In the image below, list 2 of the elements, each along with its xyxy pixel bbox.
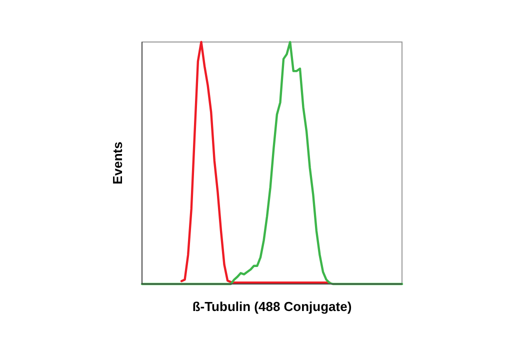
x-axis-title: ß-Tubulin (488 Conjugate) [192, 299, 352, 314]
y-axis-title: Events [110, 142, 125, 184]
